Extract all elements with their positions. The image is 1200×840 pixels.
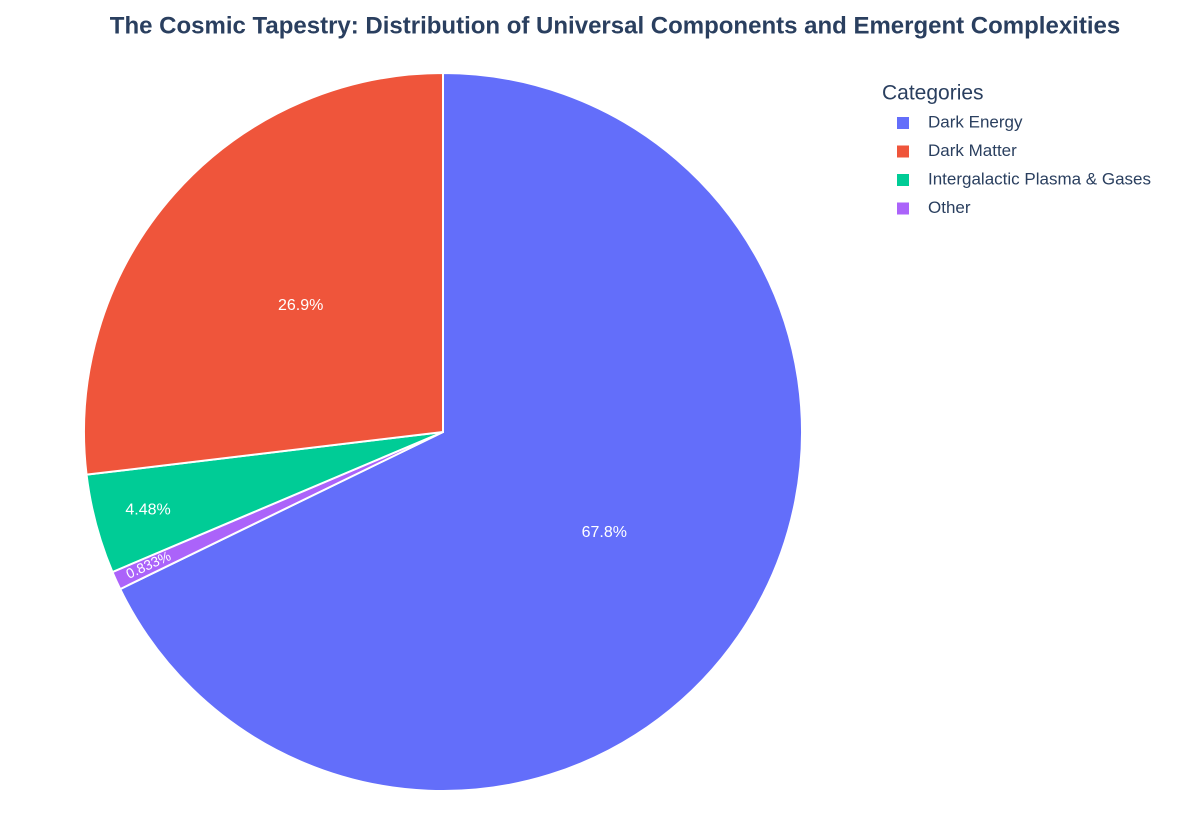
pie-slice [118, 71, 803, 792]
legend-label: Intergalactic Plasma & Gases [928, 169, 1151, 188]
value-label: 26.9% [278, 297, 323, 314]
chart-title: The Cosmic Tapestry: Distribution of Uni… [110, 12, 1120, 39]
legend-label: Other [928, 198, 971, 217]
value-label: 4.48% [125, 502, 170, 519]
legend-swatch [897, 117, 909, 129]
legend-swatch [897, 202, 909, 215]
value-label: 67.8% [582, 524, 627, 541]
legend-label: Dark Energy [928, 112, 1023, 131]
pie-slice [83, 71, 444, 476]
legend-title: Categories [882, 82, 984, 105]
legend-label: Dark Matter [928, 141, 1017, 160]
legend-swatch [897, 174, 909, 186]
legend-swatch [897, 145, 909, 158]
